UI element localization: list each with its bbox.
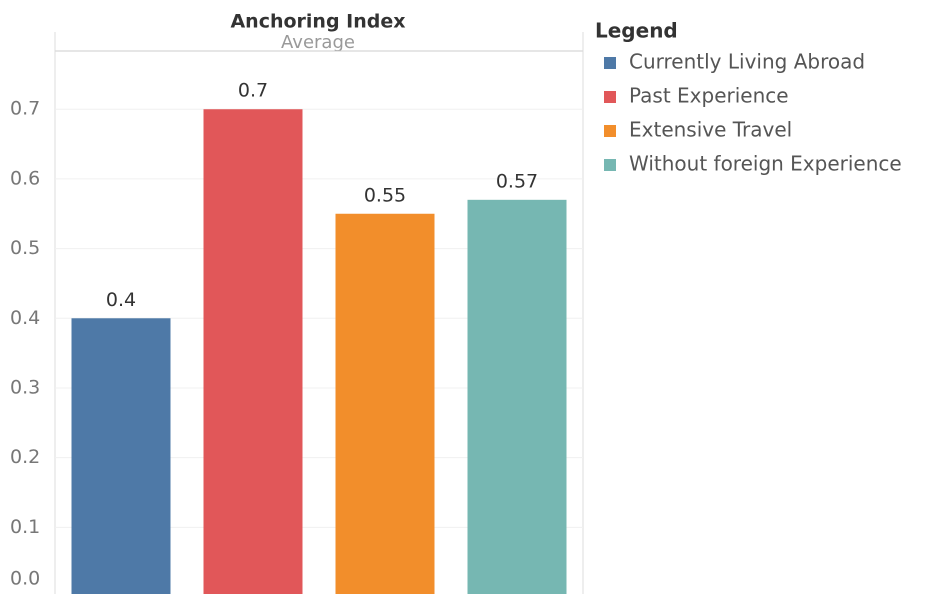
data-label: 0.4	[106, 289, 136, 311]
y-tick-label: 0.4	[10, 307, 40, 329]
legend-swatch	[604, 125, 616, 137]
y-tick-label: 0.1	[10, 516, 40, 538]
data-label: 0.7	[238, 80, 268, 102]
bar	[203, 109, 303, 597]
legend-title: Legend	[595, 19, 678, 43]
legend-label: Currently Living Abroad	[629, 50, 865, 74]
chart-subtitle: Average	[281, 32, 355, 53]
bar	[71, 318, 171, 597]
legend-label: Extensive Travel	[629, 118, 792, 142]
legend-label: Without foreign Experience	[629, 152, 902, 176]
y-tick-label: 0.6	[10, 167, 40, 189]
chart-title: Anchoring Index	[230, 11, 405, 33]
y-tick-label: 0.3	[10, 376, 40, 398]
y-tick-label: 0.5	[10, 237, 40, 259]
legend-label: Past Experience	[629, 84, 789, 108]
legend-swatch	[604, 57, 616, 69]
y-tick-label: 0.2	[10, 446, 40, 468]
legend-swatch	[604, 91, 616, 103]
y-tick-label: 0.7	[10, 98, 40, 120]
y-tick-label: 0.0	[10, 568, 40, 590]
data-label: 0.55	[364, 184, 406, 206]
legend-swatch	[604, 159, 616, 171]
data-label: 0.57	[496, 170, 538, 192]
bar	[335, 213, 435, 597]
bar	[467, 199, 567, 597]
